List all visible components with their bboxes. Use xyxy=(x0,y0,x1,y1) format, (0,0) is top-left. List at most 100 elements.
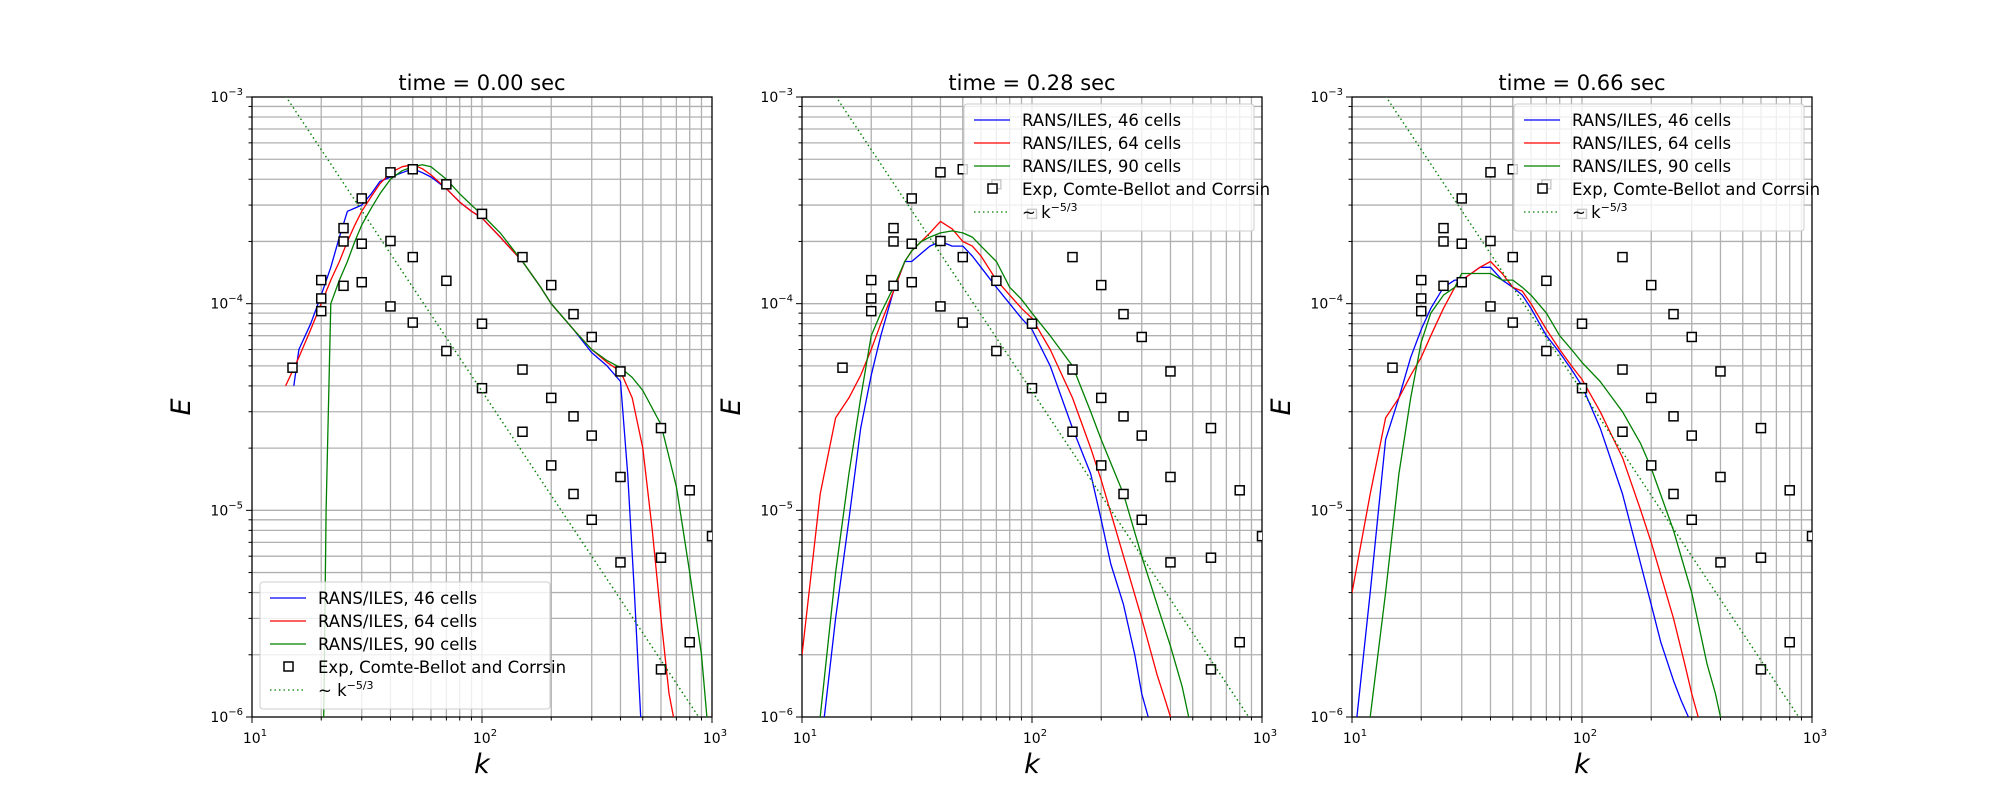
series-line xyxy=(1356,266,1689,717)
data-point xyxy=(1715,557,1726,568)
data-point xyxy=(1095,279,1107,291)
legend-label: RANS/ILES, 64 cells xyxy=(1022,134,1181,153)
data-point xyxy=(1234,485,1245,496)
x-axis-label: k xyxy=(1024,749,1041,780)
data-point xyxy=(568,308,579,320)
data-point xyxy=(315,293,327,304)
data-point xyxy=(1415,305,1427,317)
data-point xyxy=(1617,364,1628,375)
series-line xyxy=(819,230,1190,717)
data-point xyxy=(476,318,488,329)
data-point xyxy=(586,430,597,441)
legend-box xyxy=(1513,103,1805,232)
data-point xyxy=(1456,238,1467,249)
data-point xyxy=(441,345,452,357)
plot-area xyxy=(1352,97,1812,717)
data-point xyxy=(1806,530,1812,542)
data-point xyxy=(957,317,969,328)
data-point xyxy=(1415,293,1427,304)
data-point xyxy=(385,167,396,178)
data-point xyxy=(1234,636,1245,648)
data-point xyxy=(706,530,712,542)
data-point xyxy=(441,179,452,190)
data-point xyxy=(1067,426,1078,438)
data-point xyxy=(615,471,626,483)
data-point xyxy=(1118,488,1129,500)
data-point xyxy=(1136,331,1147,343)
data-point xyxy=(906,276,917,288)
x-tick-label: 102 xyxy=(473,728,497,747)
data-point xyxy=(517,251,528,263)
chart-panel: 101 102 103 10−6 10−5 10−4 10−3 time = 0.66 sec… xyxy=(1266,71,1827,780)
data-point xyxy=(385,235,396,247)
legend: RANS/ILES, 46 cells RANS/ILES, 64 cells RA… xyxy=(963,103,1270,232)
legend: RANS/ILES, 46 cells RANS/ILES, 64 cells RA… xyxy=(1513,103,1820,232)
data-point xyxy=(935,301,946,312)
data-point xyxy=(615,366,626,377)
y-tick-label: 10−5 xyxy=(210,500,243,519)
data-point xyxy=(1165,366,1176,377)
data-point xyxy=(935,235,946,247)
y-tick-label: 10−5 xyxy=(760,500,793,519)
data-point xyxy=(888,280,899,292)
data-point xyxy=(356,276,367,288)
chart-panel: 101 102 103 10−6 10−5 10−4 10−3 time = 0.00 sec… xyxy=(166,71,727,780)
data-point xyxy=(615,557,626,568)
data-point xyxy=(1095,460,1107,471)
data-point xyxy=(1541,345,1552,357)
data-point xyxy=(545,392,557,404)
x-axis-label: k xyxy=(474,749,491,780)
ticks xyxy=(1346,96,1813,723)
data-point xyxy=(476,382,488,394)
series-line xyxy=(802,220,1172,717)
legend-label: Exp, Comte-Bellot and Corrsin xyxy=(1022,180,1270,199)
data-point xyxy=(1784,636,1795,648)
data-point xyxy=(586,331,597,343)
data-point xyxy=(865,293,877,304)
x-tick-label: 101 xyxy=(793,728,817,747)
data-point xyxy=(1645,460,1657,471)
series-markers xyxy=(287,164,712,675)
data-point xyxy=(1485,301,1496,312)
legend-label: ~ k−5/3 xyxy=(318,679,374,700)
data-point xyxy=(1686,430,1697,441)
legend-label: RANS/ILES, 46 cells xyxy=(318,589,477,608)
ticks xyxy=(796,96,1263,723)
legend-label: ~ k−5/3 xyxy=(1022,201,1078,222)
chart-title: time = 0.66 sec xyxy=(1498,71,1665,95)
data-point xyxy=(865,274,877,286)
data-point xyxy=(1095,392,1107,404)
data-point xyxy=(1136,514,1147,526)
y-tick-label: 10−3 xyxy=(760,87,793,106)
data-point xyxy=(991,345,1002,357)
y-tick-label: 10−3 xyxy=(210,87,243,106)
data-point xyxy=(991,275,1002,287)
y-axis-label: E xyxy=(166,398,197,415)
data-point xyxy=(1668,488,1679,500)
data-point xyxy=(568,488,579,500)
legend-label: RANS/ILES, 90 cells xyxy=(318,635,477,654)
data-point xyxy=(1485,167,1496,178)
data-point xyxy=(1026,318,1038,329)
data-point xyxy=(1205,664,1217,675)
legend-label: RANS/ILES, 46 cells xyxy=(1572,111,1731,130)
legend-box xyxy=(259,581,551,710)
x-tick-label: 102 xyxy=(1023,728,1047,747)
y-tick-label: 10−6 xyxy=(210,707,243,726)
data-point xyxy=(1136,430,1147,441)
data-point xyxy=(1715,366,1726,377)
data-point xyxy=(407,317,419,328)
y-axis-label: E xyxy=(1266,398,1297,415)
data-point xyxy=(315,274,327,286)
x-tick-label: 103 xyxy=(1253,728,1277,747)
data-point xyxy=(338,222,349,234)
data-point xyxy=(888,236,899,247)
data-point xyxy=(1118,308,1129,320)
legend-label: RANS/ILES, 64 cells xyxy=(318,612,477,631)
data-point xyxy=(1387,362,1398,373)
data-point xyxy=(356,238,367,249)
data-point xyxy=(1576,318,1588,329)
chart-panel: 101 102 103 10−6 10−5 10−4 10−3 time = 0.28 sec… xyxy=(716,71,1277,780)
data-point xyxy=(1165,557,1176,568)
y-axis-label: E xyxy=(716,398,747,415)
